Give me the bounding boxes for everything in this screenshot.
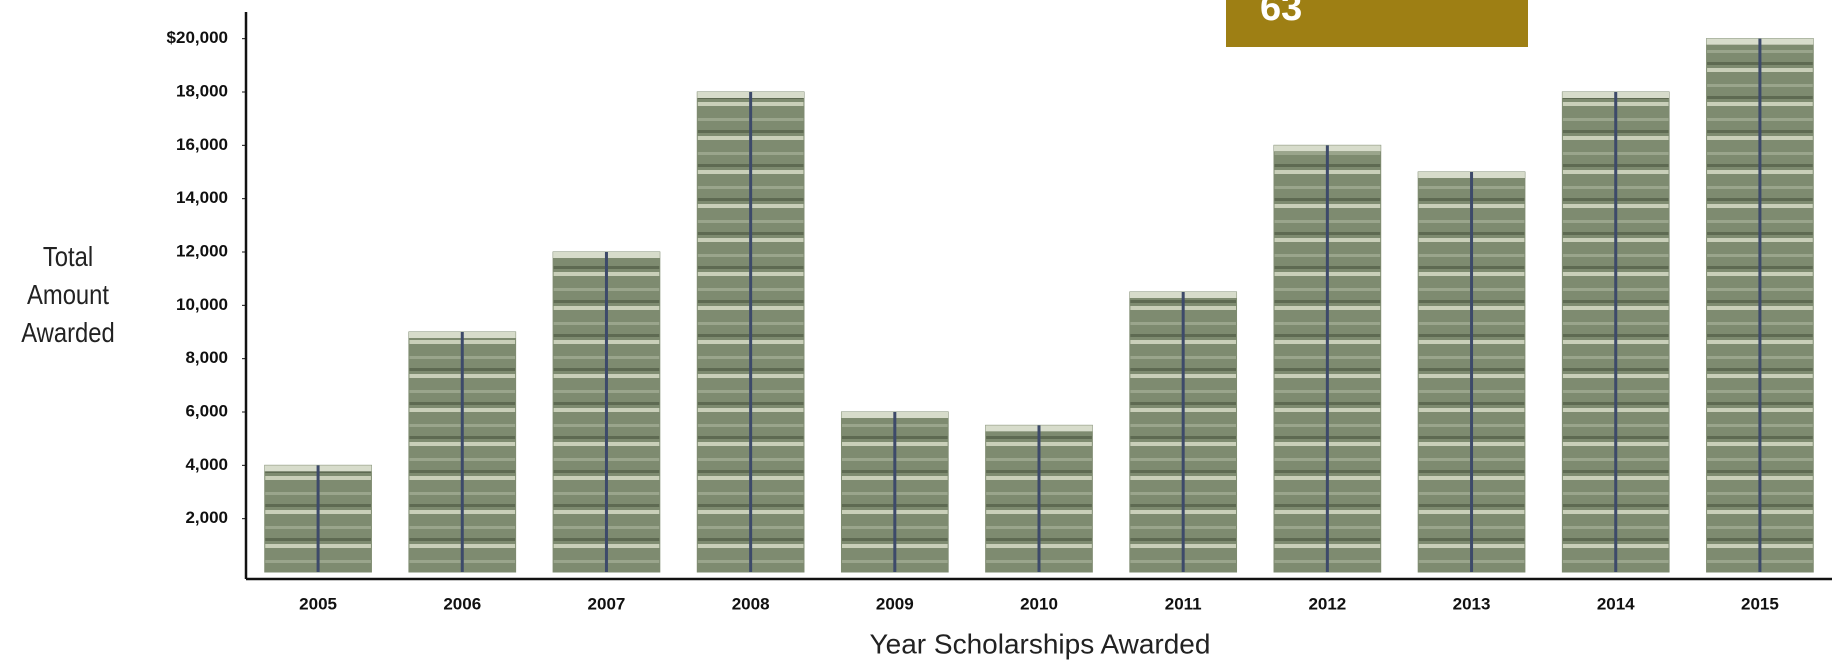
x-tick-label: 2007 [588,594,626,613]
y-tick-label: 6,000 [185,401,228,420]
y-tick-label: 4,000 [185,455,228,474]
x-tick-label: 2013 [1453,594,1491,613]
x-tick-label: 2011 [1165,594,1202,613]
y-tick-label: $20,000 [167,28,228,47]
x-tick-label: 2015 [1741,594,1779,613]
y-tick-label: 12,000 [176,241,228,260]
y-tick-label: 14,000 [176,188,228,207]
y-tick-label: 8,000 [185,348,228,367]
y-tick-label: 18,000 [176,81,228,100]
x-axis-title: Year Scholarships Awarded [870,628,1211,659]
x-tick-label: 2006 [443,594,481,613]
x-tick-label: 2008 [732,594,770,613]
badge-text: 63 [1260,0,1302,29]
x-tick-label: 2014 [1597,594,1635,613]
x-tick-label: 2012 [1308,594,1346,613]
x-tick-label: 2005 [299,594,337,613]
y-tick-label: 16,000 [176,135,228,154]
y-tick-label: 10,000 [176,295,228,314]
x-tick-label: 2010 [1020,594,1058,613]
x-tick-label: 2009 [876,594,914,613]
y-tick-label: 2,000 [185,508,228,527]
badge [1226,0,1528,47]
y-axis-title: Total Amount Awarded [21,241,115,348]
